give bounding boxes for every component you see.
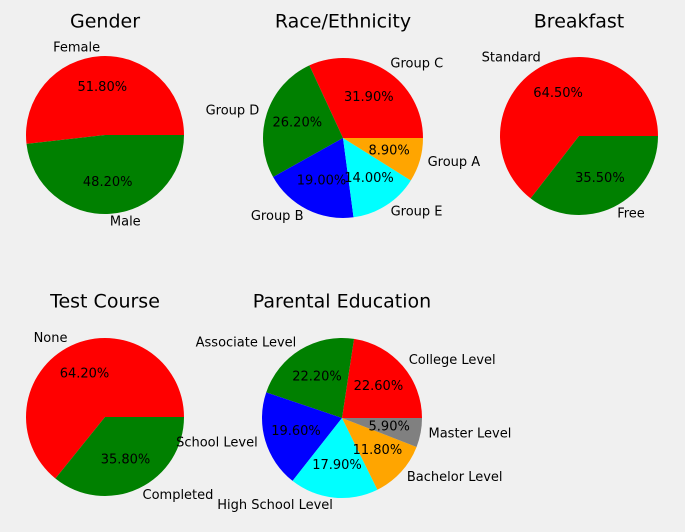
category-label-associate-level: Associate Level	[196, 335, 297, 350]
slice-school-level	[261, 392, 342, 481]
pct-label-high-school-level: 17.90%	[312, 458, 362, 473]
category-label-standard: Standard	[482, 51, 541, 66]
pct-label-group-d: 26.20%	[273, 116, 323, 131]
slice-male	[26, 135, 185, 215]
slice-associate-level	[266, 338, 355, 418]
slice-college-level	[342, 338, 422, 418]
pct-label-associate-level: 22.20%	[292, 370, 342, 385]
category-label-group-e: Group E	[391, 205, 443, 220]
slice-completed	[55, 417, 184, 497]
chart-title: Parental Education	[253, 291, 431, 313]
pct-label-none: 64.20%	[60, 367, 110, 382]
pct-label-completed: 35.80%	[101, 452, 151, 467]
pct-label-group-c: 31.90%	[344, 90, 394, 105]
category-label-master-level: Master Level	[429, 427, 512, 442]
pct-label-standard: 64.50%	[533, 86, 583, 101]
category-label-male: Male	[110, 214, 141, 229]
category-label-none: None	[34, 331, 68, 346]
category-label-group-d: Group D	[206, 103, 260, 118]
category-label-group-a: Group A	[428, 155, 481, 170]
pie-chart-gender: Gender 51.80% Female 48.20% Male	[26, 11, 185, 229]
chart-title: Gender	[70, 11, 140, 33]
pie-chart-race-ethnicity: Race/Ethnicity 31.90% Group C 26.20% Group D…	[206, 11, 481, 225]
pct-label-bachelor-level: 11.80%	[353, 443, 403, 458]
category-label-female: Female	[53, 41, 100, 56]
pct-label-group-e: 14.00%	[344, 171, 394, 186]
slice-group-d	[262, 65, 343, 177]
slice-female	[26, 56, 184, 144]
category-label-college-level: College Level	[409, 353, 496, 368]
slice-group-b	[273, 138, 354, 218]
chart-title: Test Course	[49, 291, 160, 313]
category-label-free: Free	[617, 207, 645, 222]
slice-bachelor-level	[342, 418, 417, 490]
category-label-group-c: Group C	[390, 56, 443, 71]
pie-chart-parental-education: Parental Education 22.60% College Level 22.…	[176, 291, 511, 514]
slice-standard	[500, 56, 658, 199]
slice-master-level	[342, 418, 423, 447]
pct-label-master-level: 5.90%	[369, 419, 410, 434]
slice-group-e	[343, 138, 411, 218]
pct-label-group-b: 19.00%	[297, 173, 347, 188]
slice-group-c	[309, 57, 423, 138]
pct-label-group-a: 8.90%	[368, 144, 409, 159]
slice-group-a	[343, 138, 423, 181]
pie-chart-test-course: Test Course 64.20% None 35.80% Completed	[26, 291, 213, 503]
slice-free	[530, 136, 658, 215]
chart-title: Race/Ethnicity	[275, 11, 411, 33]
category-label-high-school-level: High School Level	[217, 498, 333, 513]
slice-none	[26, 338, 185, 479]
slice-high-school-level	[292, 418, 378, 498]
pct-label-free: 35.50%	[575, 171, 625, 186]
pct-label-college-level: 22.60%	[354, 379, 404, 394]
category-label-completed: Completed	[143, 488, 214, 503]
category-label-group-b: Group B	[251, 209, 304, 224]
pie-chart-breakfast: Breakfast 64.50% Standard 35.50% Free	[482, 11, 658, 222]
category-label-bachelor-level: Bachelor Level	[407, 470, 503, 485]
category-label-school-level: School Level	[176, 436, 258, 451]
chart-title: Breakfast	[534, 11, 624, 33]
pct-label-female: 51.80%	[78, 80, 128, 95]
pct-label-school-level: 19.60%	[271, 424, 321, 439]
pct-label-male: 48.20%	[83, 175, 133, 190]
